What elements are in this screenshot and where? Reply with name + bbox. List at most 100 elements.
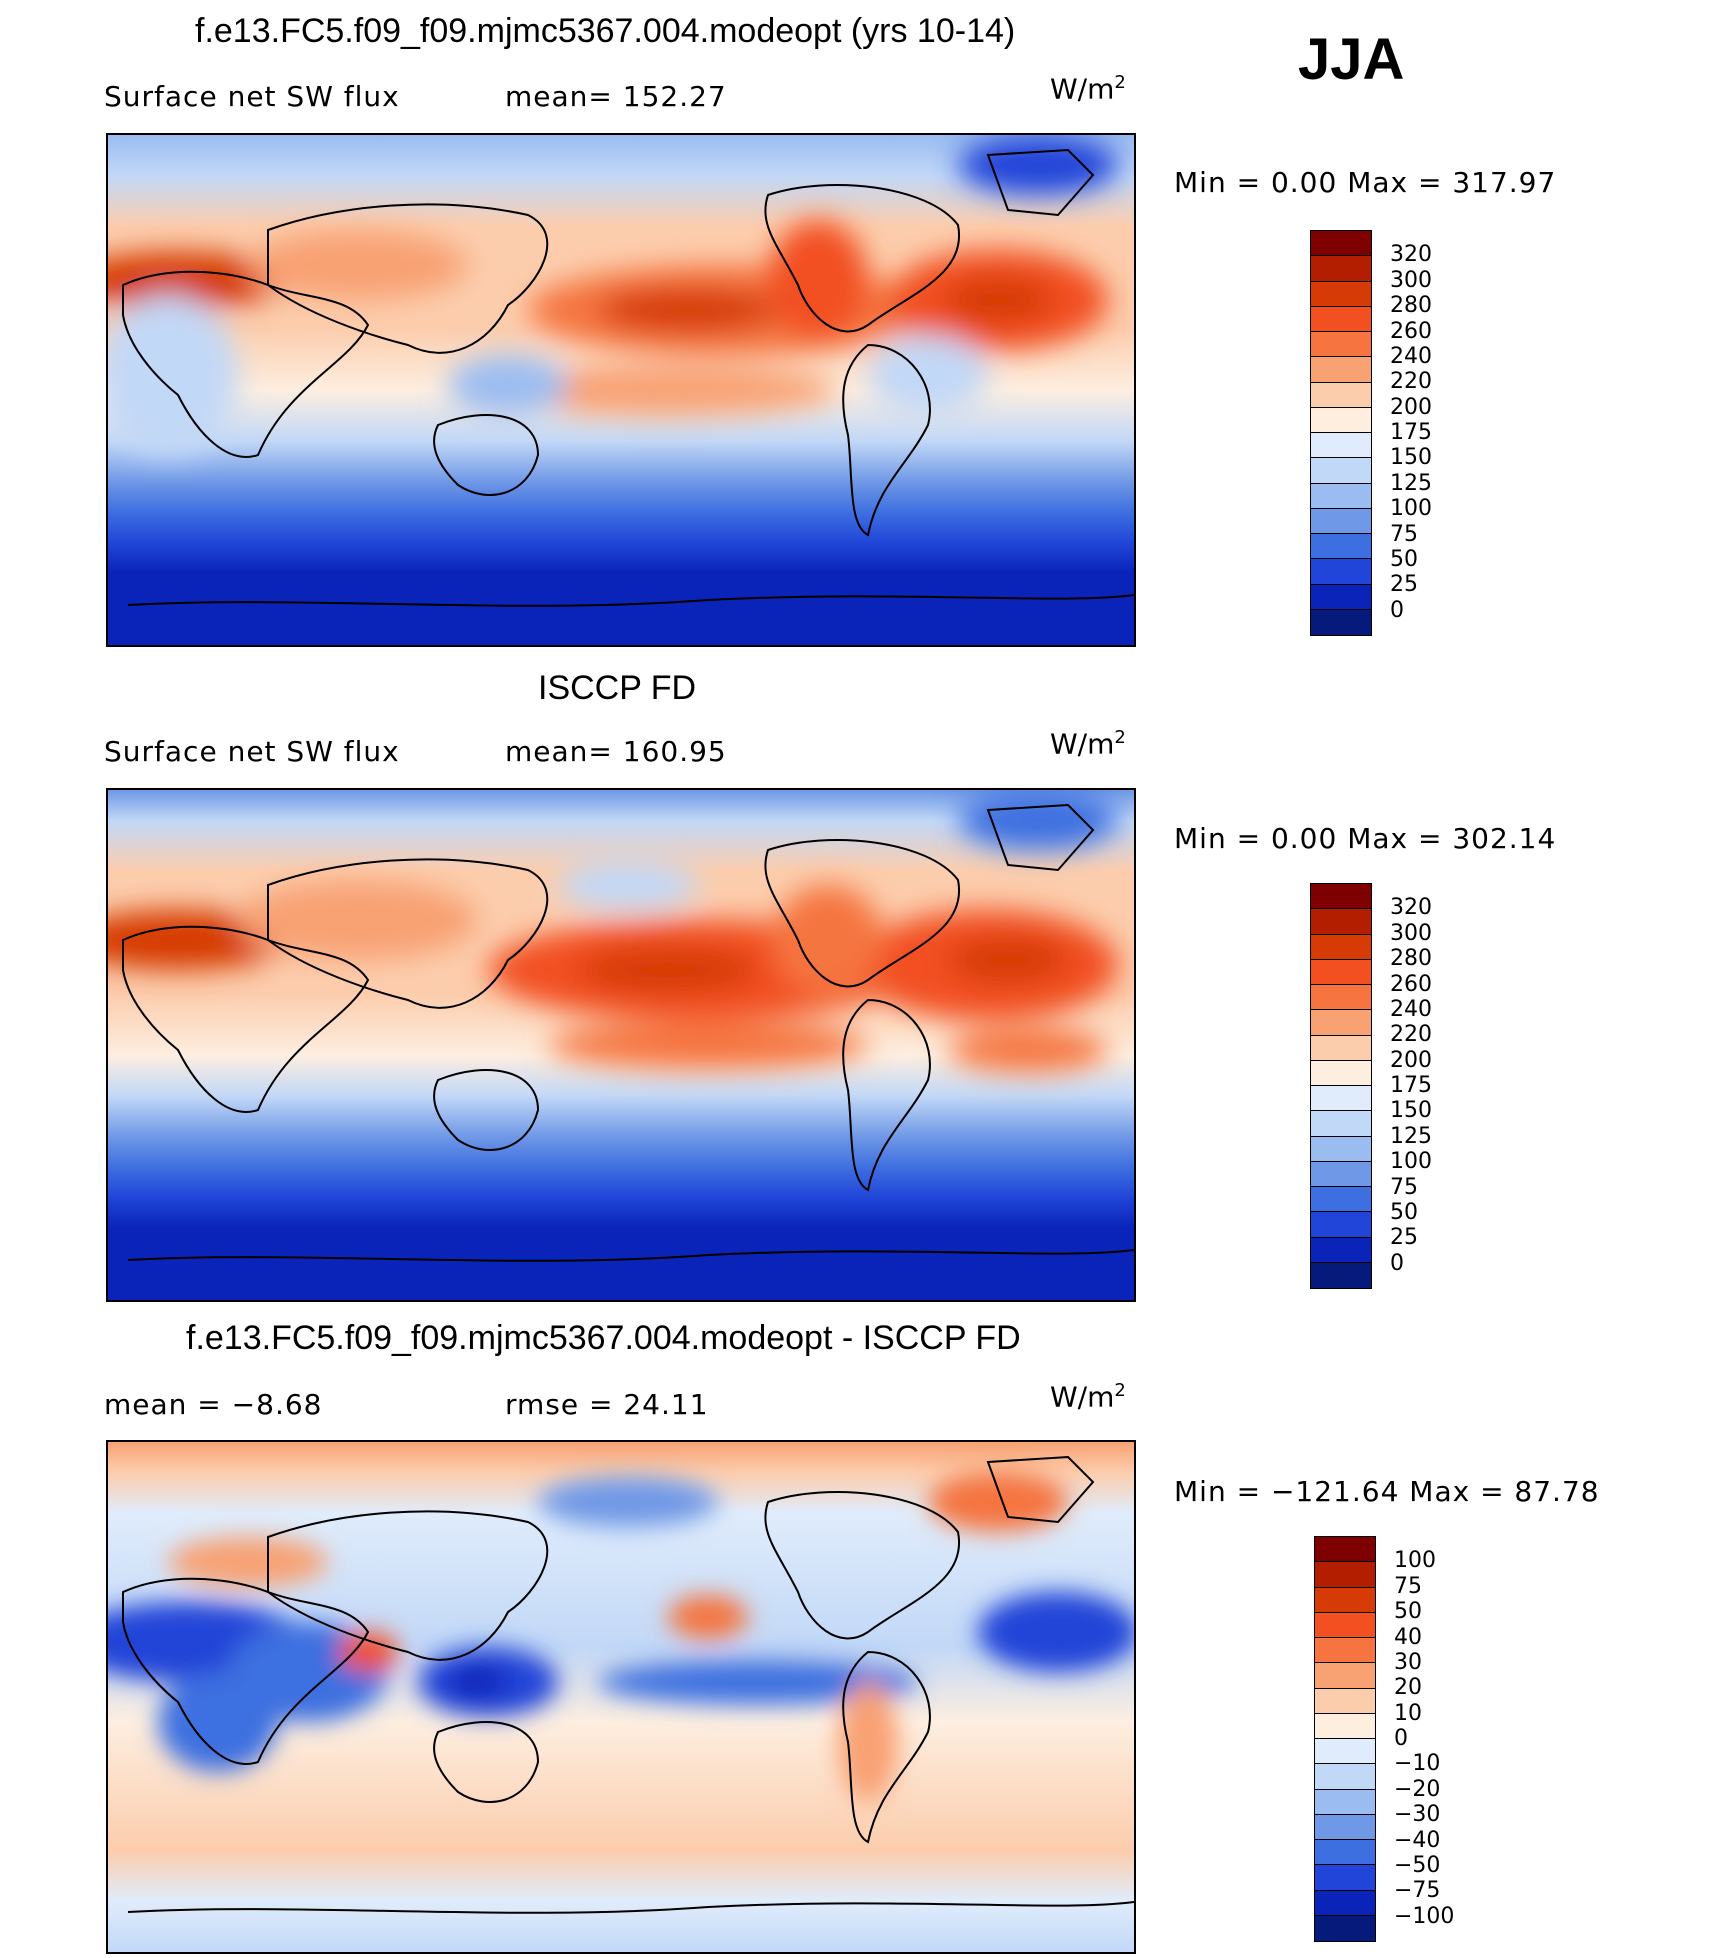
colorbar-swatch xyxy=(1311,534,1371,560)
colorbar-swatch xyxy=(1311,1237,1371,1263)
colorbar-swatch xyxy=(1315,1890,1375,1916)
colorbar-swatch xyxy=(1315,1764,1375,1790)
colorbar-tick-label: −40 xyxy=(1394,1827,1441,1853)
colorbar-swatch xyxy=(1311,1262,1371,1288)
colorbar-swatch xyxy=(1311,508,1371,534)
colorbar-tick-label: −10 xyxy=(1394,1751,1441,1777)
colorbar-swatch xyxy=(1311,281,1371,307)
panel-1-mean-label: mean= 152.27 xyxy=(505,80,727,113)
colorbar-swatch xyxy=(1315,1562,1375,1588)
colorbar-swatch xyxy=(1311,1111,1371,1137)
colorbar-tick-label: 30 xyxy=(1394,1649,1422,1675)
colorbar-swatch xyxy=(1315,1915,1375,1941)
colorbar-tick-label: 25 xyxy=(1390,1225,1418,1251)
panel-1-title: f.e13.FC5.f09_f09.mjmc5367.004.modeopt (… xyxy=(195,12,1016,50)
colorbar-swatch xyxy=(1311,306,1371,332)
colorbar-tick-label: 320 xyxy=(1390,895,1432,921)
panel-3-title: f.e13.FC5.f09_f09.mjmc5367.004.modeopt -… xyxy=(186,1319,1021,1357)
colorbar-swatch xyxy=(1315,1789,1375,1815)
colorbar-swatch xyxy=(1311,1187,1371,1213)
colorbar-tick-label: 20 xyxy=(1394,1675,1422,1701)
colorbar-tick-label: 125 xyxy=(1390,470,1432,496)
panel-2-colorbar xyxy=(1310,883,1372,1289)
panel-3-units: W/m2 xyxy=(1050,1380,1126,1414)
colorbar-swatch xyxy=(1315,1865,1375,1891)
panel-2-variable-label: Surface net SW flux xyxy=(104,735,400,768)
colorbar-swatch xyxy=(1311,1136,1371,1162)
colorbar-swatch xyxy=(1311,985,1371,1011)
colorbar-swatch xyxy=(1311,1060,1371,1086)
colorbar-tick-label: −30 xyxy=(1394,1802,1441,1828)
panel-3-map xyxy=(106,1440,1136,1954)
colorbar-swatch xyxy=(1311,433,1371,459)
colorbar-swatch xyxy=(1311,1086,1371,1112)
colorbar-swatch xyxy=(1311,559,1371,585)
colorbar-swatch xyxy=(1315,1814,1375,1840)
panel-3-colorbar xyxy=(1314,1536,1376,1942)
colorbar-tick-label: 10 xyxy=(1394,1700,1422,1726)
colorbar-swatch xyxy=(1311,884,1371,910)
colorbar-swatch xyxy=(1311,609,1371,635)
panel-2-colorbar-labels: 320 300 280 260 240 220 200 175 150 125 100 75 50 25 0 xyxy=(1390,883,1470,1289)
panel-1-colorbar-labels: 320 300 280 260 240 220 200 175 150 125 100 75 50 25 0 xyxy=(1390,230,1470,636)
colorbar-swatch xyxy=(1311,407,1371,433)
colorbar-tick-label: 300 xyxy=(1390,920,1432,946)
panel-3-min-max: Min = −121.64 Max = 87.78 xyxy=(1174,1475,1600,1508)
panel-3-rmse-label: rmse = 24.11 xyxy=(505,1388,709,1421)
colorbar-tick-label: 200 xyxy=(1390,394,1432,420)
panel-2-title: ISCCP FD xyxy=(538,669,697,707)
panel-1-map xyxy=(106,133,1136,647)
panel-1-map-field xyxy=(108,135,1134,645)
colorbar-swatch xyxy=(1315,1663,1375,1689)
colorbar-swatch xyxy=(1315,1612,1375,1638)
colorbar-swatch xyxy=(1315,1638,1375,1664)
colorbar-swatch xyxy=(1311,357,1371,383)
colorbar-swatch xyxy=(1315,1713,1375,1739)
colorbar-swatch xyxy=(1315,1587,1375,1613)
colorbar-tick-label: 75 xyxy=(1390,1174,1418,1200)
panel-1-units: W/m2 xyxy=(1050,72,1126,106)
colorbar-tick-label: 175 xyxy=(1390,1073,1432,1098)
colorbar-swatch xyxy=(1311,1010,1371,1036)
colorbar-tick-label: 100 xyxy=(1394,1548,1436,1574)
colorbar-tick-label: 100 xyxy=(1390,496,1432,522)
colorbar-swatch xyxy=(1311,909,1371,935)
colorbar-swatch xyxy=(1315,1688,1375,1714)
colorbar-swatch xyxy=(1311,584,1371,610)
colorbar-tick-label: −100 xyxy=(1394,1903,1455,1929)
colorbar-swatch xyxy=(1311,934,1371,960)
colorbar-swatch xyxy=(1311,231,1371,257)
colorbar-tick-label: 0 xyxy=(1394,1726,1408,1751)
panel-3-colorbar-labels: 100 75 50 40 30 20 10 0 −10 −20 −30 −40 −50 −75 −100 xyxy=(1394,1536,1494,1942)
panel-2-units: W/m2 xyxy=(1050,727,1126,761)
colorbar-tick-label: 40 xyxy=(1394,1624,1422,1650)
panel-1-min-max: Min = 0.00 Max = 317.97 xyxy=(1174,166,1557,199)
colorbar-swatch xyxy=(1311,1161,1371,1187)
colorbar-tick-label: 150 xyxy=(1390,445,1432,471)
colorbar-tick-label: 50 xyxy=(1390,546,1418,572)
panel-1-colorbar xyxy=(1310,230,1372,636)
panel-2-map-field xyxy=(108,790,1134,1300)
colorbar-tick-label: 220 xyxy=(1390,369,1432,395)
colorbar-swatch xyxy=(1311,1035,1371,1061)
colorbar-swatch xyxy=(1311,959,1371,985)
panel-1-coastlines xyxy=(122,148,1134,607)
colorbar-swatch xyxy=(1311,332,1371,358)
panel-3-map-field xyxy=(108,1442,1134,1952)
colorbar-swatch xyxy=(1311,256,1371,282)
panel-1-variable-label: Surface net SW flux xyxy=(104,80,400,113)
colorbar-tick-label: 125 xyxy=(1390,1123,1432,1149)
colorbar-swatch xyxy=(1315,1537,1375,1563)
colorbar-tick-label: 50 xyxy=(1394,1599,1422,1625)
panel-2-coastlines xyxy=(122,803,1134,1262)
colorbar-tick-label: 220 xyxy=(1390,1022,1432,1048)
colorbar-tick-label: 240 xyxy=(1390,996,1432,1022)
colorbar-tick-label: 280 xyxy=(1390,946,1432,972)
colorbar-tick-label: 320 xyxy=(1390,242,1432,268)
panel-2-mean-label: mean= 160.95 xyxy=(505,735,727,768)
colorbar-tick-label: 260 xyxy=(1390,318,1432,344)
colorbar-swatch xyxy=(1311,1212,1371,1238)
colorbar-swatch xyxy=(1311,458,1371,484)
colorbar-tick-label: 300 xyxy=(1390,267,1432,293)
panel-2-map xyxy=(106,788,1136,1302)
